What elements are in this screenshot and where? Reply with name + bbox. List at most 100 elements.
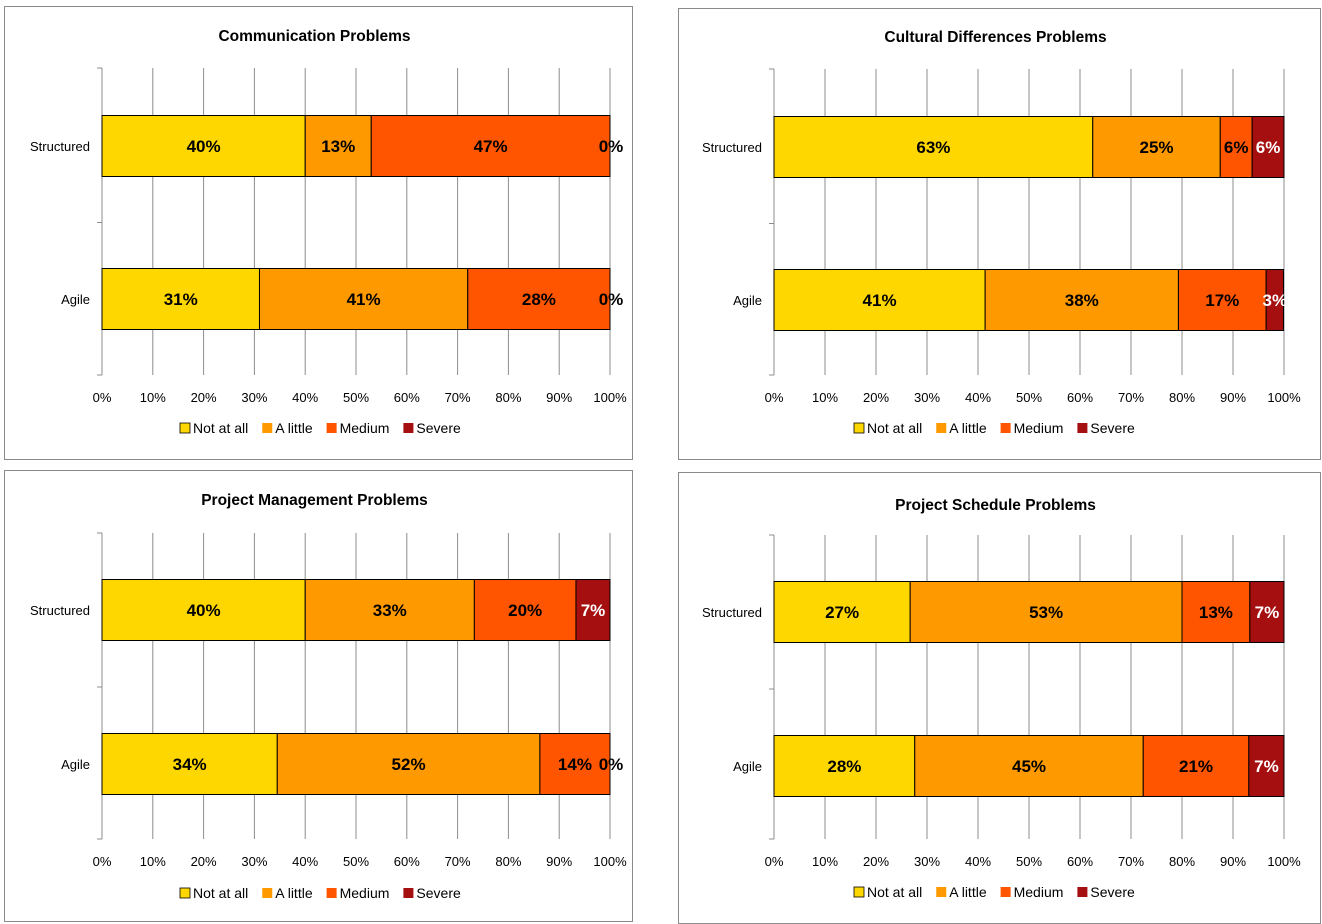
legend-swatch-not-at-all [179,887,191,899]
legend-label-medium: Medium [340,885,390,901]
data-label-severe-structured: 7% [1255,603,1280,622]
bar-not-at-all-structured [101,579,306,641]
bar-a-little-agile [276,733,541,795]
bar-a-little-agile [914,735,1144,797]
legend-label-not-at-all: Not at all [867,420,922,436]
legend-label-not-at-all: Not at all [193,885,248,901]
data-label-not-at-all-agile: 41% [863,291,897,310]
bar-a-little-agile [984,269,1179,331]
bar-medium-agile [539,733,611,795]
bar-medium-structured [1181,581,1251,643]
bar-not-at-all-agile [773,735,916,797]
x-tick-label: 20% [191,854,217,869]
x-tick-label: 20% [863,390,889,405]
bar-not-at-all-agile [101,733,278,795]
x-tick-label: 70% [1118,390,1144,405]
chart-title: Cultural Differences Problems [884,29,1106,46]
x-tick-label: 40% [965,390,991,405]
x-tick-label: 90% [546,390,572,405]
legend-swatch-severe [403,888,414,898]
x-tick-label: 50% [1016,390,1042,405]
category-label-structured: Structured [702,140,762,155]
x-tick-label: 80% [1169,390,1195,405]
x-tick-label: 30% [241,854,267,869]
legend-swatch-medium [1000,887,1011,897]
legend-label-a-little: A little [949,420,987,436]
data-label-medium-structured: 47% [474,137,508,156]
bar-medium-structured [370,115,611,177]
legend-swatch-a-little [936,423,947,433]
x-tick-label: 80% [495,854,521,869]
legend-label-severe: Severe [1090,884,1135,900]
x-tick-label: 60% [1067,390,1093,405]
legend-swatch-medium [326,423,337,433]
data-label-a-little-agile: 52% [392,755,426,774]
x-tick-label: 30% [241,390,267,405]
legend-swatch-medium [326,888,337,898]
legend-swatch-not-at-all [853,886,865,898]
legend-label-a-little: A little [275,885,313,901]
x-tick-label: 10% [812,390,838,405]
legend-label-medium: Medium [1014,420,1064,436]
bar-severe-structured [1251,116,1285,178]
category-label-agile: Agile [733,759,762,774]
legend-label-not-at-all: Not at all [193,420,248,436]
data-label-a-little-structured: 53% [1029,603,1063,622]
x-tick-label: 10% [140,854,166,869]
bar-a-little-agile [258,268,469,330]
data-label-medium-agile: 28% [522,290,556,309]
chart-svg: Cultural Differences Problems 0% 10% 20% 30%… [702,29,1301,436]
x-tick-label: 60% [394,390,420,405]
legend-label-severe: Severe [416,420,461,436]
data-label-severe-agile: 3% [1263,291,1288,310]
chart-panel-cultural-differences: Cultural Differences Problems 0% 10% 20% 30%… [678,8,1321,460]
bar-medium-agile [1177,269,1267,331]
x-tick-label: 20% [191,390,217,405]
data-label-severe-structured: 0% [599,137,624,156]
bar-not-at-all-structured [101,115,306,177]
legend-label-a-little: A little [275,420,313,436]
data-label-not-at-all-structured: 40% [187,601,221,620]
legend-swatch-a-little [262,888,273,898]
bar-medium-agile [467,268,611,330]
chart-svg: Project Schedule Problems 0% 10% 20% 30% 40% 5… [702,497,1301,900]
x-tick-label: 80% [1169,854,1195,869]
legend-swatch-not-at-all [179,422,191,434]
x-tick-label: 0% [93,390,112,405]
legend-label-not-at-all: Not at all [867,884,922,900]
x-tick-label: 90% [546,854,572,869]
legend-label-severe: Severe [416,885,461,901]
data-label-not-at-all-structured: 63% [916,138,950,157]
bar-severe-agile [1248,735,1285,797]
x-tick-label: 80% [495,390,521,405]
data-label-medium-agile: 21% [1179,757,1213,776]
bar-severe-structured [1249,581,1285,643]
data-label-a-little-agile: 45% [1012,757,1046,776]
x-tick-label: 70% [1118,854,1144,869]
x-tick-label: 0% [765,854,784,869]
x-tick-label: 50% [343,390,369,405]
legend-swatch-severe [1077,887,1088,897]
chart-svg: Communication Problems 0% 10% 20% 30% 40% 50% 6… [30,28,627,436]
data-label-severe-agile: 0% [599,755,624,774]
x-tick-label: 40% [292,390,318,405]
category-label-structured: Structured [30,603,90,618]
data-label-medium-structured: 6% [1224,138,1249,157]
data-label-medium-agile: 14% [558,755,592,774]
chart-svg: Project Management Problems 0% 10% 20% 30% 40… [30,492,627,901]
category-label-structured: Structured [30,139,90,154]
chart-panel-project-management: Project Management Problems 0% 10% 20% 30% 40… [4,470,633,922]
x-tick-label: 90% [1220,854,1246,869]
data-label-not-at-all-structured: 27% [825,603,859,622]
legend-swatch-medium [1000,423,1011,433]
legend-swatch-severe [1077,423,1088,433]
data-label-not-at-all-agile: 34% [173,755,207,774]
data-label-a-little-structured: 13% [321,137,355,156]
data-label-medium-structured: 13% [1199,603,1233,622]
data-label-severe-agile: 0% [599,290,624,309]
bar-not-at-all-structured [773,581,911,643]
chart-title: Project Management Problems [201,492,428,509]
x-tick-label: 0% [765,390,784,405]
legend-label-medium: Medium [340,420,390,436]
x-tick-label: 90% [1220,390,1246,405]
